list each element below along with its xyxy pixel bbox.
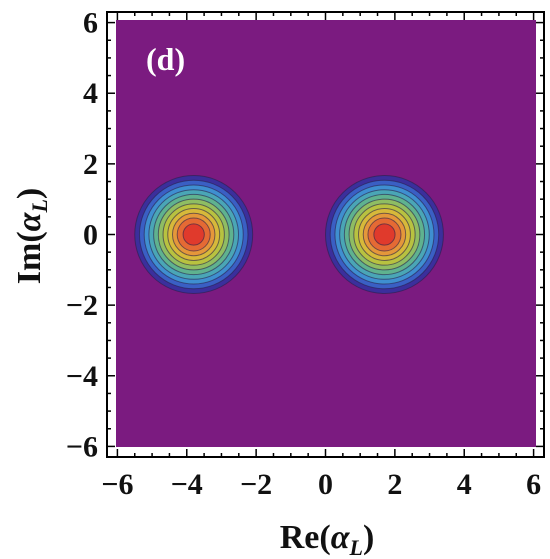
x-tick-label: −2 <box>240 468 272 501</box>
x-tick-label: −4 <box>171 468 203 501</box>
y-tick-labels: −6 −4 −2 0 2 4 6 <box>66 7 98 464</box>
contour-level-11 <box>182 223 205 246</box>
y-axis-label: Im(αL) <box>11 188 52 284</box>
y-tick-label: −2 <box>66 289 98 322</box>
x-tick-label: 6 <box>526 468 541 501</box>
contour-layer <box>134 175 444 294</box>
panel-label: (d) <box>146 41 185 77</box>
tick-layer <box>107 12 544 457</box>
x-tick-label: 4 <box>457 468 472 501</box>
y-tick-label: 2 <box>83 148 98 181</box>
y-tick-label: −6 <box>66 430 98 463</box>
contour-level-11 <box>373 223 396 246</box>
x-tick-label: 0 <box>318 468 333 501</box>
x-tick-label: 2 <box>387 468 402 501</box>
y-tick-label: 0 <box>83 219 98 252</box>
contour-peak-2 <box>325 175 444 294</box>
x-tick-label: −6 <box>101 468 133 501</box>
contour-peak-1 <box>134 175 254 294</box>
y-tick-label: −4 <box>66 360 98 393</box>
x-tick-labels: −6 −4 −2 0 2 4 6 <box>101 468 541 501</box>
y-tick-label: 6 <box>83 7 98 40</box>
x-axis-label: Re(αL) <box>280 519 375 559</box>
y-tick-label: 4 <box>83 77 98 110</box>
